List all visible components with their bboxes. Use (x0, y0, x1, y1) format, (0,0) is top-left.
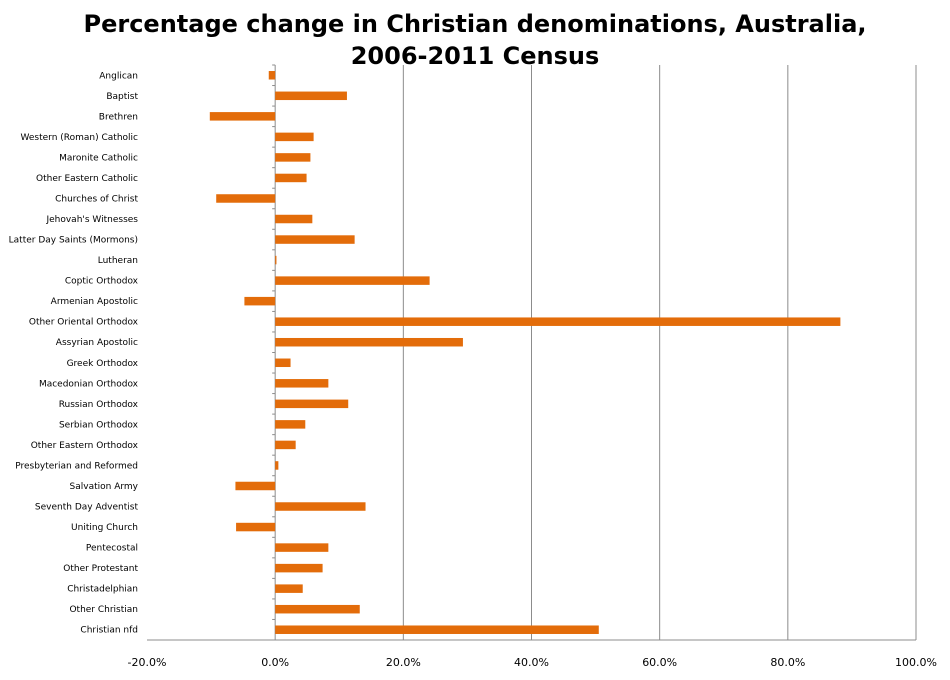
category-label-21: Seventh Day Adventist (35, 503, 139, 513)
x-tick-label-1: 0.0% (261, 656, 289, 669)
category-label-4: Maronite Catholic (59, 153, 138, 163)
bar-26 (275, 604, 360, 614)
category-label-22: Uniting Church (71, 523, 138, 533)
category-label-9: Lutheran (98, 256, 138, 266)
bar-10 (275, 276, 430, 285)
category-label-14: Greek Orthodox (67, 359, 139, 369)
category-label-12: Other Oriental Orthodox (29, 318, 139, 328)
x-tick-label-5: 80.0% (770, 656, 805, 669)
bar-4 (275, 153, 311, 162)
bar-1 (275, 91, 347, 101)
bar-21 (275, 502, 366, 511)
bar-23 (275, 543, 329, 552)
category-label-24: Other Protestant (63, 564, 138, 574)
x-tick-label-4: 60.0% (642, 656, 677, 669)
bar-5 (275, 173, 307, 183)
bar-17 (275, 420, 306, 429)
category-label-16: Russian Orthodox (59, 400, 139, 410)
bar-15 (275, 379, 329, 388)
category-label-13: Assyrian Apostolic (56, 338, 138, 348)
x-tick-label-3: 40.0% (514, 656, 549, 669)
category-label-18: Other Eastern Orthodox (31, 441, 139, 451)
category-label-1: Baptist (106, 92, 138, 102)
category-label-2: Brethren (99, 112, 138, 122)
bar-25 (275, 584, 303, 593)
category-label-19: Presbyterian and Reformed (15, 461, 138, 471)
bar-6 (216, 194, 276, 203)
bar-0 (268, 71, 276, 80)
category-label-10: Coptic Orthodox (65, 277, 139, 287)
category-label-27: Christian nfd (80, 626, 138, 636)
bar-19 (275, 461, 279, 470)
bar-7 (275, 214, 313, 224)
bar-9 (275, 255, 277, 265)
bar-27 (275, 625, 599, 634)
category-label-25: Christadelphian (67, 585, 138, 595)
bar-16 (275, 399, 349, 409)
bar-3 (275, 132, 314, 142)
category-label-11: Armenian Apostolic (51, 297, 138, 307)
bar-12 (275, 317, 841, 326)
bar-8 (275, 235, 355, 244)
bar-18 (275, 440, 296, 450)
category-label-17: Serbian Orthodox (59, 420, 139, 430)
x-tick-label-2: 20.0% (386, 656, 421, 669)
category-label-20: Salvation Army (70, 482, 139, 492)
bar-24 (275, 563, 323, 573)
category-label-15: Macedonian Orthodox (39, 379, 139, 389)
category-label-3: Western (Roman) Catholic (21, 133, 139, 143)
category-label-0: Anglican (99, 71, 138, 81)
bar-2 (209, 112, 276, 121)
bar-22 (236, 522, 276, 532)
category-label-5: Other Eastern Catholic (36, 174, 138, 184)
category-label-6: Churches of Christ (55, 194, 138, 204)
category-label-7: Jehovah's Witnesses (45, 215, 138, 225)
bar-14 (275, 358, 291, 368)
x-tick-label-0: -20.0% (128, 656, 167, 669)
chart-title-line-1: Percentage change in Christian denominat… (83, 10, 867, 38)
x-tick-label-6: 100.0% (895, 656, 937, 669)
category-label-8: Latter Day Saints (Mormons) (9, 236, 138, 246)
category-label-23: Pentecostal (86, 544, 138, 554)
bar-13 (275, 337, 463, 347)
bar-20 (235, 481, 276, 491)
category-label-26: Other Christian (69, 605, 138, 615)
chart-title-line-2: 2006-2011 Census (350, 42, 600, 70)
bar-11 (244, 296, 276, 306)
chart-title: Percentage change in Christian denominat… (0, 8, 950, 72)
